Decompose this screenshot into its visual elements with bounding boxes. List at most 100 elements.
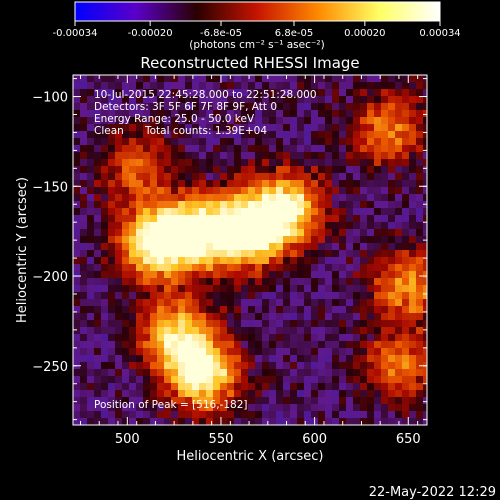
heatmap-cell bbox=[283, 110, 291, 118]
heatmap-cell bbox=[346, 110, 354, 118]
heatmap-cell bbox=[374, 166, 382, 174]
heatmap-cell bbox=[311, 180, 319, 188]
heatmap-cell bbox=[353, 103, 361, 111]
heatmap-cell bbox=[234, 229, 242, 237]
heatmap-cell bbox=[206, 222, 214, 230]
heatmap-cell bbox=[248, 89, 256, 97]
heatmap-cell bbox=[220, 334, 228, 342]
heatmap-cell bbox=[367, 96, 375, 104]
heatmap-cell bbox=[73, 306, 81, 314]
heatmap-cell bbox=[213, 145, 221, 153]
heatmap-cell bbox=[367, 327, 375, 335]
heatmap-cell bbox=[297, 89, 305, 97]
heatmap-cell bbox=[381, 117, 389, 125]
heatmap-cell bbox=[269, 383, 277, 391]
heatmap-cell bbox=[283, 131, 291, 139]
heatmap-cell bbox=[339, 110, 347, 118]
annotation-method: Clean bbox=[94, 125, 124, 137]
heatmap-cell bbox=[339, 229, 347, 237]
heatmap-cell bbox=[262, 131, 270, 139]
heatmap-cell bbox=[185, 397, 193, 405]
heatmap-cell bbox=[241, 418, 249, 425]
heatmap-cell bbox=[353, 411, 361, 419]
heatmap-cell bbox=[255, 411, 263, 419]
heatmap-cell bbox=[388, 215, 396, 223]
heatmap-cell bbox=[227, 89, 235, 97]
footer-date: 22-May-2022 12:29 bbox=[369, 485, 496, 500]
heatmap-cell bbox=[248, 194, 256, 202]
heatmap-cell bbox=[374, 285, 382, 293]
heatmap-cell bbox=[346, 173, 354, 181]
heatmap-cell bbox=[402, 82, 410, 90]
heatmap-cell bbox=[122, 390, 130, 398]
heatmap-cell bbox=[269, 131, 277, 139]
heatmap-cell bbox=[136, 334, 144, 342]
heatmap-cell bbox=[290, 96, 298, 104]
heatmap-cell bbox=[374, 173, 382, 181]
heatmap-cell bbox=[150, 355, 158, 363]
heatmap-cell bbox=[129, 292, 137, 300]
heatmap-cell bbox=[122, 89, 130, 97]
heatmap-cell bbox=[101, 124, 109, 132]
heatmap-cell bbox=[304, 124, 312, 132]
heatmap-cell bbox=[164, 292, 172, 300]
x-axis: 500 550 600 650 bbox=[79, 75, 421, 447]
heatmap-cell bbox=[150, 145, 158, 153]
heatmap-cell bbox=[199, 341, 207, 349]
heatmap-cell bbox=[150, 82, 158, 90]
heatmap-cell bbox=[409, 82, 417, 90]
heatmap-cell bbox=[304, 264, 312, 272]
heatmap-cell bbox=[234, 250, 242, 258]
heatmap-cell bbox=[129, 306, 137, 314]
heatmap-cell bbox=[122, 145, 130, 153]
heatmap-cell bbox=[220, 75, 228, 83]
heatmap-cell bbox=[94, 229, 102, 237]
heatmap-cell bbox=[353, 327, 361, 335]
heatmap-cell bbox=[332, 362, 340, 370]
heatmap-cell bbox=[360, 257, 368, 265]
heatmap-cell bbox=[220, 138, 228, 146]
heatmap-cell bbox=[136, 411, 144, 419]
heatmap-cell bbox=[129, 145, 137, 153]
heatmap-cell bbox=[409, 271, 417, 279]
heatmap-cell bbox=[304, 187, 312, 195]
heatmap-cell bbox=[416, 320, 424, 328]
heatmap-cell bbox=[80, 75, 88, 83]
heatmap-cell bbox=[171, 390, 179, 398]
heatmap-cell bbox=[318, 369, 326, 377]
heatmap-cell bbox=[143, 369, 151, 377]
heatmap-cell bbox=[339, 278, 347, 286]
heatmap-cell bbox=[276, 271, 284, 279]
heatmap-cell bbox=[262, 320, 270, 328]
heatmap-cell bbox=[255, 152, 263, 160]
heatmap-cell bbox=[227, 264, 235, 272]
heatmap-cell bbox=[164, 159, 172, 167]
heatmap-cell bbox=[220, 194, 228, 202]
heatmap-cell bbox=[269, 96, 277, 104]
heatmap-cell bbox=[283, 320, 291, 328]
heatmap-cell bbox=[150, 397, 158, 405]
heatmap-cell bbox=[73, 341, 81, 349]
heatmap-cell bbox=[206, 390, 214, 398]
heatmap-cell bbox=[122, 82, 130, 90]
heatmap-cell bbox=[87, 173, 95, 181]
heatmap-cell bbox=[87, 201, 95, 209]
heatmap-cell bbox=[220, 96, 228, 104]
heatmap-cell bbox=[185, 89, 193, 97]
heatmap-cell bbox=[122, 418, 130, 425]
heatmap-cell bbox=[101, 236, 109, 244]
heatmap-cell bbox=[402, 299, 410, 307]
heatmap-cell bbox=[269, 341, 277, 349]
heatmap-cell bbox=[87, 152, 95, 160]
heatmap-cell bbox=[269, 418, 277, 425]
heatmap-cell bbox=[255, 341, 263, 349]
heatmap-cell bbox=[101, 369, 109, 377]
heatmap-cell bbox=[423, 173, 427, 181]
heatmap-cell bbox=[269, 215, 277, 223]
heatmap-cell bbox=[150, 152, 158, 160]
heatmap-cell bbox=[143, 397, 151, 405]
heatmap-cell bbox=[101, 411, 109, 419]
heatmap-cell bbox=[325, 82, 333, 90]
heatmap-cell bbox=[73, 187, 81, 195]
heatmap-cell bbox=[402, 236, 410, 244]
